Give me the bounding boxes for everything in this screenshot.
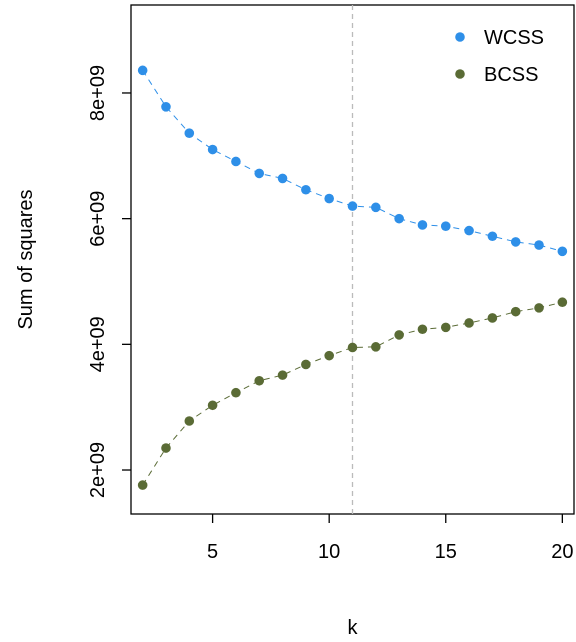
bcss-point <box>534 303 544 313</box>
wcss-point <box>184 128 195 138</box>
bcss-point <box>557 297 568 308</box>
bcss-point <box>510 306 521 317</box>
wcss-point <box>231 156 241 167</box>
legend-marker-wcss <box>455 32 465 42</box>
wcss-point <box>417 220 428 230</box>
bcss-point <box>347 342 358 353</box>
wcss-point <box>464 225 474 236</box>
bcss-point <box>231 387 241 398</box>
y-tick-label: 8e+09 <box>87 65 109 121</box>
wcss-point <box>324 193 334 204</box>
x-tick-label: 15 <box>435 541 457 563</box>
wcss-point <box>394 213 404 224</box>
wcss-point <box>371 202 381 213</box>
y-tick-label: 6e+09 <box>87 191 109 247</box>
bcss-point <box>161 443 171 453</box>
x-tick-label: 20 <box>551 541 573 563</box>
bcss-point <box>464 318 474 328</box>
wcss-point <box>347 201 358 211</box>
bcss-point <box>277 370 288 380</box>
y-tick-label: 2e+09 <box>87 442 109 498</box>
legend-marker-bcss <box>455 69 465 79</box>
y-axis-title: Sum of squares <box>15 189 37 329</box>
bcss-point <box>301 359 311 370</box>
bcss-point <box>324 350 334 361</box>
bcss-point <box>440 322 451 333</box>
bcss-point <box>184 416 195 426</box>
x-axis-title: k <box>348 617 359 639</box>
bcss-point <box>137 480 148 490</box>
x-tick-label: 5 <box>207 541 218 563</box>
bcss-point <box>254 375 265 386</box>
x-tick-label: 10 <box>318 541 340 563</box>
wcss-point <box>487 231 498 242</box>
wcss-point <box>254 168 265 179</box>
y-tick-label: 4e+09 <box>87 316 109 372</box>
wcss-point <box>277 173 288 184</box>
legend-label-bcss: BCSS <box>484 64 538 86</box>
wcss-point <box>534 240 544 250</box>
wcss-point <box>510 237 521 247</box>
plot-layer: 5 10 15 20 2e+09 4e+09 6e+09 8e+09 WCSS BCSS <box>87 4 575 563</box>
bcss-point <box>394 330 404 340</box>
bcss-point <box>487 313 498 323</box>
bcss-point <box>371 342 381 352</box>
wcss-point <box>207 144 218 155</box>
wcss-point <box>137 65 148 76</box>
wcss-point <box>301 184 311 195</box>
legend-label-wcss: WCSS <box>484 27 544 49</box>
wcss-point <box>440 221 451 231</box>
wcss-point <box>557 246 568 257</box>
bcss-point <box>207 400 218 411</box>
wcss-point <box>161 102 171 112</box>
bcss-point <box>417 324 428 335</box>
